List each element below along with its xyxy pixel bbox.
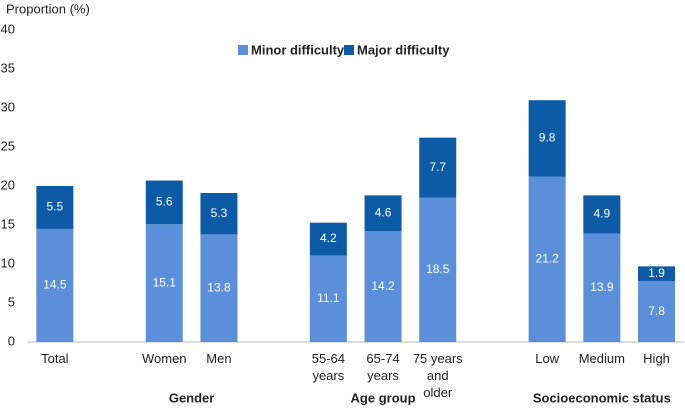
bar-segment [145,180,183,225]
x-tick-label: Low [535,351,559,366]
value-label: 15.1 [153,275,177,289]
x-tick-label: Total [41,351,69,366]
y-tick-label: 15 [1,216,15,231]
value-label: 14.5 [43,278,67,292]
legend-swatch [344,45,354,55]
bar-segment [419,137,457,198]
group-label: Age group [351,390,416,405]
bar-segment [638,281,676,342]
y-tick-label: 20 [1,177,15,192]
value-label: 7.7 [429,160,446,174]
bar-segment [200,234,238,342]
legend-swatch [238,45,248,55]
value-label: 1.9 [648,266,665,280]
y-tick-label: 0 [8,333,15,348]
y-tick-label: 10 [1,255,15,270]
value-label: 4.6 [375,205,392,219]
group-label: Gender [169,390,215,405]
bar-segment [309,255,347,342]
x-tick-label: Women [142,351,187,366]
bar-segment [364,231,402,342]
value-label: 5.6 [156,195,173,209]
x-tick-label: 75 years and older [413,351,463,400]
y-axis-label: Proportion (%) [6,1,90,16]
value-label: 9.8 [539,131,556,145]
y-tick-label: 40 [1,21,15,36]
bar-segment [36,186,74,229]
value-label: 4.2 [320,231,337,245]
x-tick-label: Medium [579,351,625,366]
bar-segment [309,222,347,256]
value-label: 5.5 [47,200,64,214]
bar-segment [364,195,402,232]
bar-segment [419,197,457,342]
bar-segment [638,266,676,282]
value-label: 13.9 [590,280,614,294]
bar-segment [145,224,183,342]
bar-segment [583,195,621,234]
value-label: 14.2 [371,279,395,293]
legend-label: Major difficulty [357,42,450,57]
value-label: 7.8 [648,304,665,318]
value-label: 18.5 [426,262,450,276]
y-tick-label: 5 [8,294,15,309]
bar-segment [528,100,566,177]
bar-segment [583,233,621,342]
x-tick-label: 55-64 years [312,351,345,383]
y-tick-label: 25 [1,138,15,153]
bar-segment [36,228,74,342]
value-label: 5.3 [211,206,228,220]
y-tick-label: 30 [1,99,15,114]
x-tick-label: Men [206,351,231,366]
y-tick-label: 35 [1,60,15,75]
group-label: Socioeconomic status [533,390,671,405]
value-label: 11.1 [317,291,340,305]
bar-segment [528,176,566,342]
value-label: 21.2 [535,251,559,265]
bar-segment [200,193,238,235]
value-label: 4.9 [594,207,611,221]
x-tick-label: 65-74 years [366,351,399,383]
legend-label: Minor difficulty [251,42,345,57]
x-tick-label: High [643,351,670,366]
value-label: 13.8 [207,280,231,294]
